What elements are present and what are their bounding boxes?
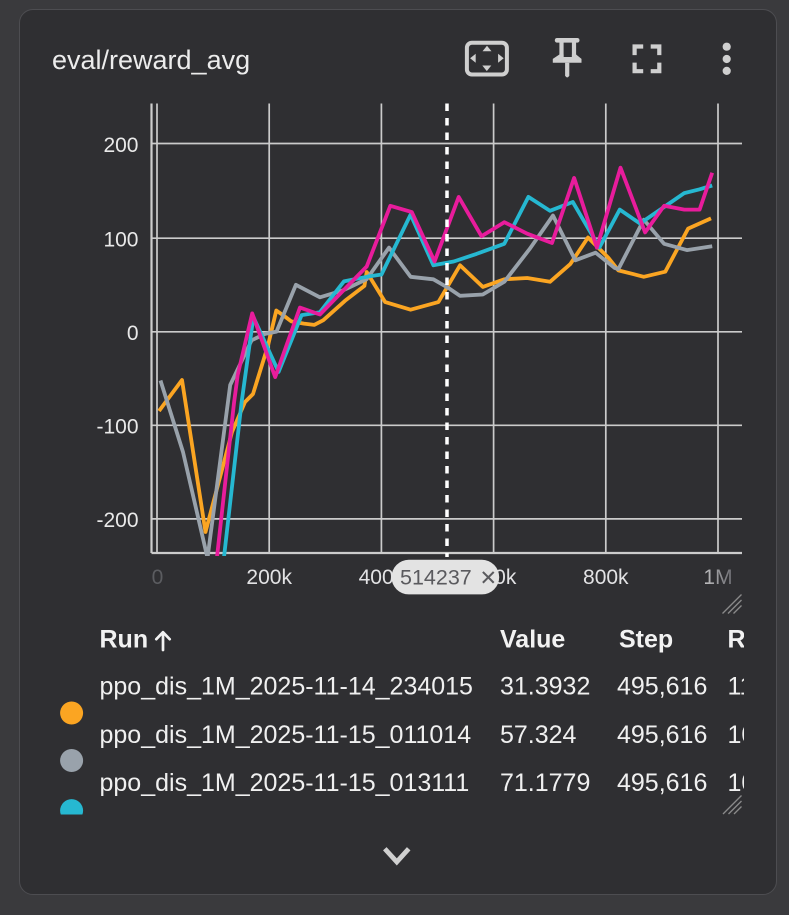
svg-text:200: 200 [103,134,138,157]
svg-text:200k: 200k [246,566,292,589]
svg-text:eval/reward_avg: eval/reward_avg [52,45,250,75]
svg-text:495,616: 495,616 [617,769,707,797]
svg-text:ppo_dis_1M_2025-11-15_013111: ppo_dis_1M_2025-11-15_013111 [100,769,470,797]
svg-text:71.1779: 71.1779 [500,769,590,797]
svg-text:11: 11 [728,673,754,701]
svg-text:1M: 1M [703,566,732,589]
svg-text:ppo_dis_1M_2025-11-15_011014: ppo_dis_1M_2025-11-15_011014 [100,721,472,749]
svg-text:Run: Run [100,626,149,654]
svg-text:ppo_dis_1M_2025-11-14_234015: ppo_dis_1M_2025-11-14_234015 [100,673,473,701]
svg-text:10: 10 [728,721,756,749]
svg-text:100: 100 [103,229,138,252]
svg-text:57.324: 57.324 [500,721,577,749]
svg-text:0: 0 [152,566,164,589]
svg-text:31.3932: 31.3932 [500,673,590,701]
svg-text:-100: -100 [96,416,138,439]
svg-text:Value: Value [500,626,565,654]
svg-text:10: 10 [728,769,756,797]
svg-text:495,616: 495,616 [617,673,707,701]
svg-text:-200: -200 [96,509,138,532]
svg-text:495,616: 495,616 [617,721,707,749]
svg-text:514237: 514237 [400,566,472,590]
svg-text:0: 0 [127,322,139,345]
svg-text:R: R [728,626,746,654]
svg-text:✕: ✕ [480,567,498,590]
svg-text:800k: 800k [583,566,629,589]
svg-text:Step: Step [619,626,673,654]
